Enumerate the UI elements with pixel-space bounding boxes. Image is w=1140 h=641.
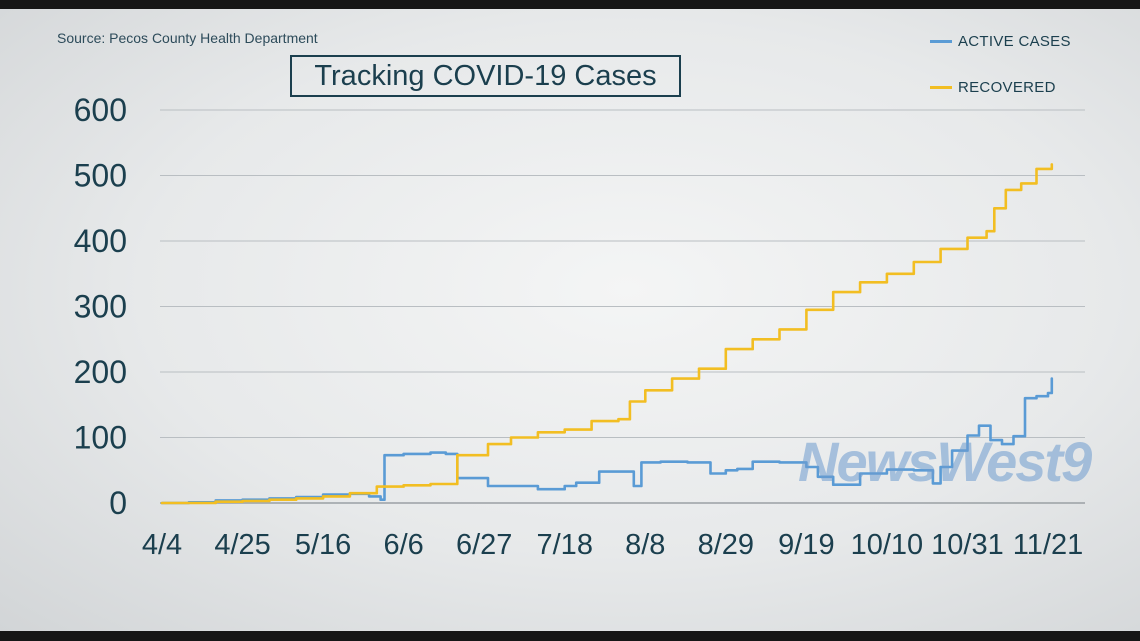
chart-frame: Source: Pecos County Health Department T…	[0, 9, 1140, 631]
legend-recovered: RECOVERED	[930, 79, 1056, 96]
x-tick-label: 11/21	[1013, 529, 1083, 561]
x-tick-label: 4/25	[214, 529, 270, 561]
x-tick-label: 10/31	[931, 529, 1004, 561]
y-tick-label: 0	[109, 485, 127, 521]
y-tick-label: 400	[74, 223, 127, 259]
y-tick-label: 200	[74, 354, 127, 390]
y-tick-label: 300	[74, 289, 127, 325]
y-tick-label: 500	[74, 158, 127, 194]
x-tick-label: 6/6	[383, 529, 423, 561]
legend-recovered-label: RECOVERED	[958, 79, 1056, 96]
legend-recovered-swatch	[930, 86, 952, 89]
x-tick-label: 7/18	[537, 529, 593, 561]
legend-active-swatch	[930, 40, 952, 43]
x-tick-label: 6/27	[456, 529, 512, 561]
x-tick-label: 8/29	[698, 529, 754, 561]
chart-title-text: Tracking COVID-19 Cases	[314, 59, 657, 92]
chart-title: Tracking COVID-19 Cases	[290, 55, 681, 97]
newswest-logo: NewsWest9	[798, 430, 1092, 493]
x-tick-label: 9/19	[778, 529, 834, 561]
legend-active-label: ACTIVE CASES	[958, 33, 1071, 50]
x-tick-label: 8/8	[625, 529, 665, 561]
source-note: Source: Pecos County Health Department	[57, 30, 318, 46]
x-tick-label: 10/10	[851, 529, 924, 561]
y-tick-label: 100	[74, 420, 127, 456]
series-line-recovered	[160, 163, 1054, 505]
x-tick-label: 5/16	[295, 529, 351, 561]
y-tick-label: 600	[74, 92, 127, 128]
line-chart: 0 100 200 300 400 500 600 4/4 4/25 5/16 6/6 6/27 7/1…	[74, 92, 1085, 561]
series-line-active-cases	[160, 377, 1054, 505]
legend-active-cases: ACTIVE CASES	[930, 33, 1071, 50]
x-tick-label: 4/4	[142, 529, 182, 561]
